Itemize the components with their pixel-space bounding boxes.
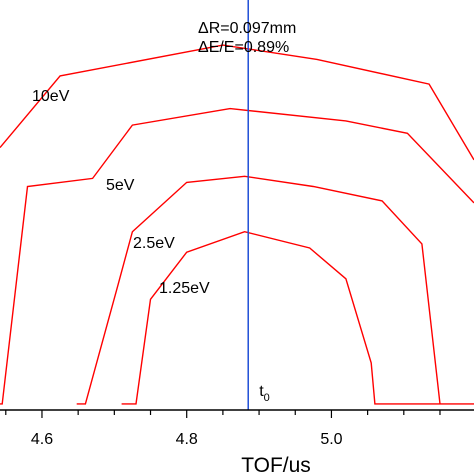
x-axis-title: TOF/us — [241, 454, 311, 474]
series-line-2-5ev — [76, 175, 441, 405]
resolution-annotation: ΔR=0.097mm — [198, 20, 296, 37]
series-labels: 10eV 5eV 2.5eV 1.25eV — [32, 88, 210, 297]
t0-label-subscript: 0 — [264, 392, 270, 404]
series-label-5ev: 5eV — [106, 177, 135, 194]
series-label-10ev: 10eV — [32, 88, 70, 105]
x-tick-label: 5.0 — [320, 431, 342, 448]
series-label-2-5ev: 2.5eV — [133, 235, 175, 252]
series-line-5ev — [0, 107, 474, 405]
series-line-10ev — [0, 44, 474, 161]
x-tick-label: 4.6 — [31, 431, 53, 448]
x-tick-label: 4.8 — [176, 431, 198, 448]
t0-label-main: t — [259, 383, 264, 400]
energy-curves — [0, 44, 474, 405]
x-axis-ticks: 4.6 4.8 5.0 — [5, 410, 441, 448]
series-label-1-25ev: 1.25eV — [159, 280, 210, 297]
t0-label: t0 — [259, 383, 270, 404]
series-line-1-25ev — [121, 230, 474, 405]
energy-resolution-annotation: ΔE/E=0.89% — [198, 39, 289, 56]
